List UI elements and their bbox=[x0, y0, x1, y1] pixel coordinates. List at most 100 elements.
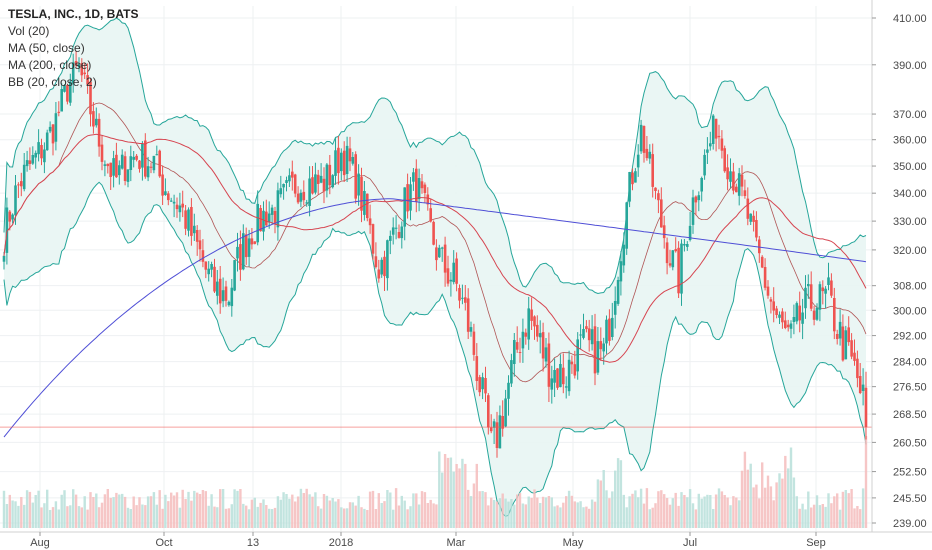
legend-volume[interactable]: Vol (20) bbox=[8, 24, 50, 38]
candle-body bbox=[120, 154, 124, 169]
volume-bar bbox=[683, 495, 686, 528]
candle-body bbox=[141, 143, 144, 168]
legend-bb[interactable]: BB (20, close, 2) bbox=[8, 75, 97, 89]
candle-body bbox=[683, 244, 686, 246]
volume-bar bbox=[8, 494, 11, 528]
volume-bar bbox=[533, 489, 536, 528]
bb-lower-line bbox=[3, 181, 867, 517]
ma50-line bbox=[3, 133, 867, 363]
candle-body bbox=[285, 180, 288, 183]
volume-bar bbox=[386, 490, 389, 528]
candle-body bbox=[256, 203, 259, 243]
candle-body bbox=[850, 340, 853, 357]
volume-bar bbox=[455, 464, 458, 528]
volume-bar bbox=[328, 500, 331, 528]
volume-bar bbox=[178, 507, 182, 528]
volume-bar bbox=[495, 501, 499, 528]
volume-bar bbox=[394, 488, 398, 528]
volume-bar bbox=[167, 501, 170, 528]
volume-bar bbox=[285, 494, 288, 528]
candle-body bbox=[732, 171, 735, 191]
volume-bar bbox=[859, 509, 862, 528]
candle-body bbox=[631, 172, 634, 185]
candle-body bbox=[92, 111, 95, 127]
candle-body bbox=[735, 186, 738, 193]
time-axis[interactable]: Aug Oct 13 2018 Mar May Jul Sep bbox=[0, 531, 932, 549]
time-tick-label: May bbox=[563, 537, 584, 549]
volume-bar bbox=[593, 501, 597, 528]
volume-bar bbox=[368, 491, 372, 528]
price-tick-label: 350.00 bbox=[893, 161, 927, 173]
volume-bar bbox=[288, 498, 291, 528]
price-tick-label: 360.00 bbox=[893, 135, 927, 147]
candle-body bbox=[403, 187, 406, 227]
candle-body bbox=[184, 210, 187, 229]
volume-bar bbox=[668, 504, 672, 528]
volume-bar bbox=[340, 507, 343, 528]
candle-body bbox=[665, 242, 669, 264]
candle-body bbox=[25, 160, 29, 167]
candle-body bbox=[703, 154, 706, 176]
candle-body bbox=[259, 208, 262, 232]
candle-body bbox=[579, 334, 582, 336]
candle-body bbox=[276, 190, 280, 228]
candle-body bbox=[778, 314, 781, 318]
candle-body bbox=[844, 330, 848, 360]
legend-ma50[interactable]: MA (50, close) bbox=[8, 41, 85, 55]
candle-body bbox=[861, 384, 865, 391]
candle-body bbox=[397, 232, 401, 238]
volume-bar bbox=[233, 489, 236, 528]
candle-body bbox=[570, 361, 574, 365]
volume-bar bbox=[639, 488, 643, 528]
volume-bar bbox=[844, 490, 847, 528]
volume-bar bbox=[752, 487, 755, 528]
volume-bar bbox=[400, 495, 403, 528]
price-axis[interactable]: 410.00 390.00 370.00 360.00 350.00 340.00 330.… bbox=[871, 0, 932, 550]
candle-body bbox=[218, 278, 222, 304]
candle-body bbox=[645, 148, 649, 159]
volume-bar bbox=[798, 508, 801, 528]
candle-body bbox=[513, 340, 516, 364]
volume-bar bbox=[550, 497, 553, 528]
volume-bar bbox=[221, 489, 225, 528]
volume-bar bbox=[40, 507, 43, 528]
volume-bar bbox=[106, 489, 109, 528]
candle-body bbox=[841, 326, 845, 361]
candle-body bbox=[547, 343, 551, 387]
time-tick-label: Sep bbox=[806, 537, 826, 549]
volume-bar bbox=[735, 497, 738, 528]
volume-bar bbox=[475, 463, 478, 528]
volume-bar bbox=[198, 494, 202, 528]
volume-bar bbox=[605, 490, 608, 528]
volume-bar bbox=[253, 497, 256, 528]
candle-body bbox=[368, 218, 372, 226]
volume-bar bbox=[579, 501, 582, 528]
candle-body bbox=[45, 132, 49, 151]
volume-bar bbox=[810, 507, 813, 528]
volume-bar bbox=[54, 501, 58, 528]
volume-bar bbox=[660, 490, 663, 528]
volume-bar bbox=[691, 503, 695, 528]
candle-body bbox=[553, 370, 556, 383]
candle-body bbox=[377, 269, 381, 279]
candle-body bbox=[340, 152, 343, 172]
price-tick-label: 330.00 bbox=[893, 216, 927, 228]
volume-bar bbox=[847, 493, 850, 528]
volume-bar bbox=[556, 505, 559, 528]
volume-bar bbox=[276, 496, 280, 528]
candle-body bbox=[198, 240, 202, 250]
volume-bar bbox=[573, 501, 576, 528]
candle-body bbox=[758, 239, 761, 254]
volume-bar bbox=[544, 497, 548, 528]
volume-bar bbox=[853, 508, 856, 528]
candle-body bbox=[613, 301, 617, 315]
legend-ma200[interactable]: MA (200, close) bbox=[8, 58, 92, 72]
price-tick-label: 370.00 bbox=[893, 109, 927, 121]
price-tick-label: 320.00 bbox=[893, 245, 927, 257]
volume-bar bbox=[213, 506, 216, 528]
candle-body bbox=[360, 176, 363, 211]
volume-bar bbox=[665, 498, 669, 528]
volume-bar bbox=[72, 489, 75, 528]
candle-body bbox=[8, 211, 12, 222]
volume-bar bbox=[357, 495, 360, 528]
